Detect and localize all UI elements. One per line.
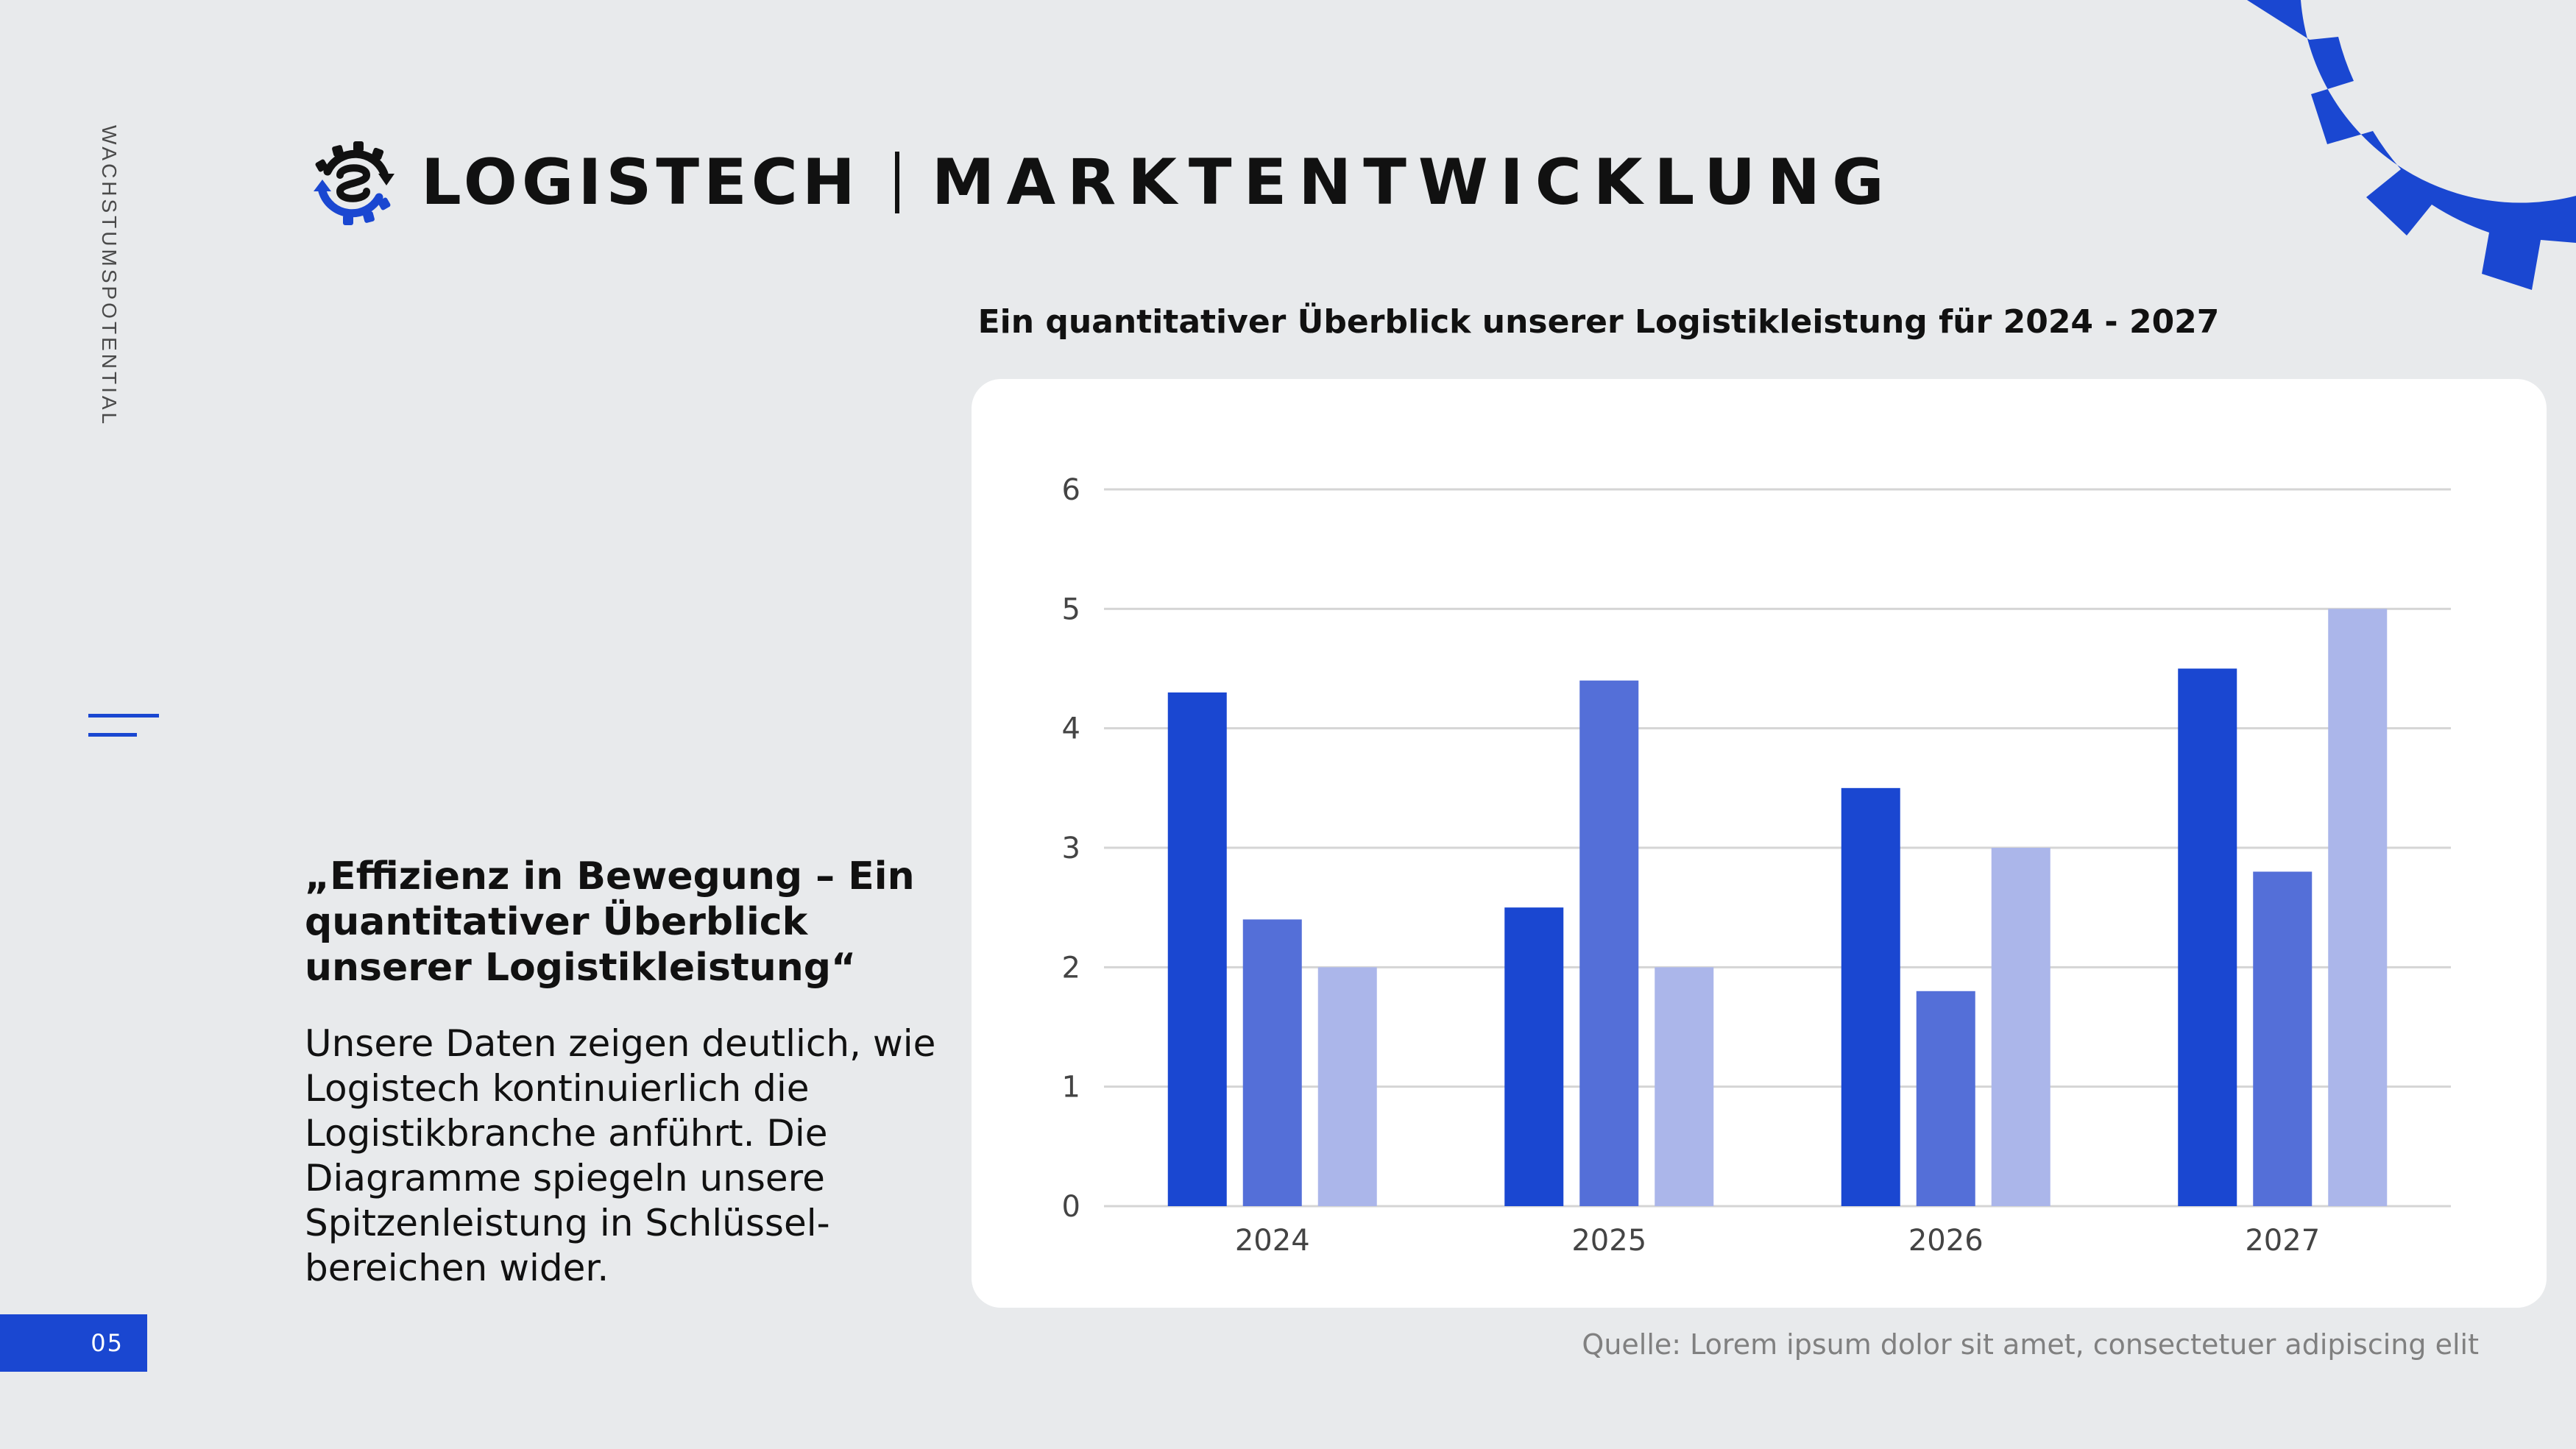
bar-2027-series-1: [2178, 668, 2237, 1206]
menu-icon[interactable]: [88, 714, 162, 739]
bar-2025-series-3: [1655, 967, 1714, 1206]
x-tick-label: 2026: [1908, 1224, 1984, 1258]
y-tick-label: 0: [1062, 1190, 1080, 1224]
bar-2024-series-1: [1167, 692, 1227, 1206]
bar-2025-series-1: [1504, 907, 1564, 1206]
chart-card: 0 1 2 3 4 5 6 2024 2025 2026 2027: [972, 379, 2547, 1308]
y-tick-label: 5: [1062, 592, 1080, 626]
gear-icon: [2247, 0, 2576, 290]
side-label: WACHSTUMSPOTENTIAL: [98, 125, 121, 428]
y-tick-label: 3: [1062, 832, 1080, 865]
bar-chart: 0 1 2 3 4 5 6 2024 2025 2026 2027: [1062, 473, 2451, 1258]
bar-2025-series-2: [1579, 680, 1639, 1206]
header: LOGISTECH MARKTENTWICKLUNG: [302, 131, 1896, 234]
y-tick-label: 2: [1062, 951, 1080, 985]
body-text: Unsere Daten zeigen deutlich, wie Logist…: [305, 1022, 936, 1289]
x-tick-label: 2024: [1235, 1224, 1310, 1258]
bar-2027-series-2: [2253, 871, 2313, 1206]
x-tick-label: 2025: [1571, 1224, 1646, 1258]
bar-2026-series-1: [1841, 787, 1900, 1206]
brand-name: LOGISTECH: [421, 146, 860, 219]
page-title: MARKTENTWICKLUNG: [931, 146, 1896, 219]
source-note: Quelle: Lorem ipsum dolor sit amet, cons…: [1582, 1328, 2479, 1361]
logo-gear-arrow-icon: [314, 141, 394, 225]
bar-2024-series-3: [1317, 967, 1377, 1206]
bar-2026-series-3: [1991, 848, 2050, 1206]
chart-title: Ein quantitativer Überblick unserer Logi…: [977, 303, 2220, 341]
y-tick-label: 1: [1062, 1071, 1080, 1105]
page-number: 05: [0, 1314, 147, 1372]
header-divider: [894, 152, 899, 213]
x-tick-label: 2027: [2245, 1224, 2320, 1258]
y-tick-label: 4: [1062, 712, 1080, 746]
quote-heading: „Effizienz in Bewegung – Ein quantitativ…: [305, 854, 915, 990]
bar-2026-series-2: [1916, 991, 1975, 1206]
bar-2027-series-3: [2328, 609, 2388, 1206]
y-tick-label: 6: [1062, 473, 1080, 507]
bar-2024-series-2: [1242, 919, 1302, 1206]
